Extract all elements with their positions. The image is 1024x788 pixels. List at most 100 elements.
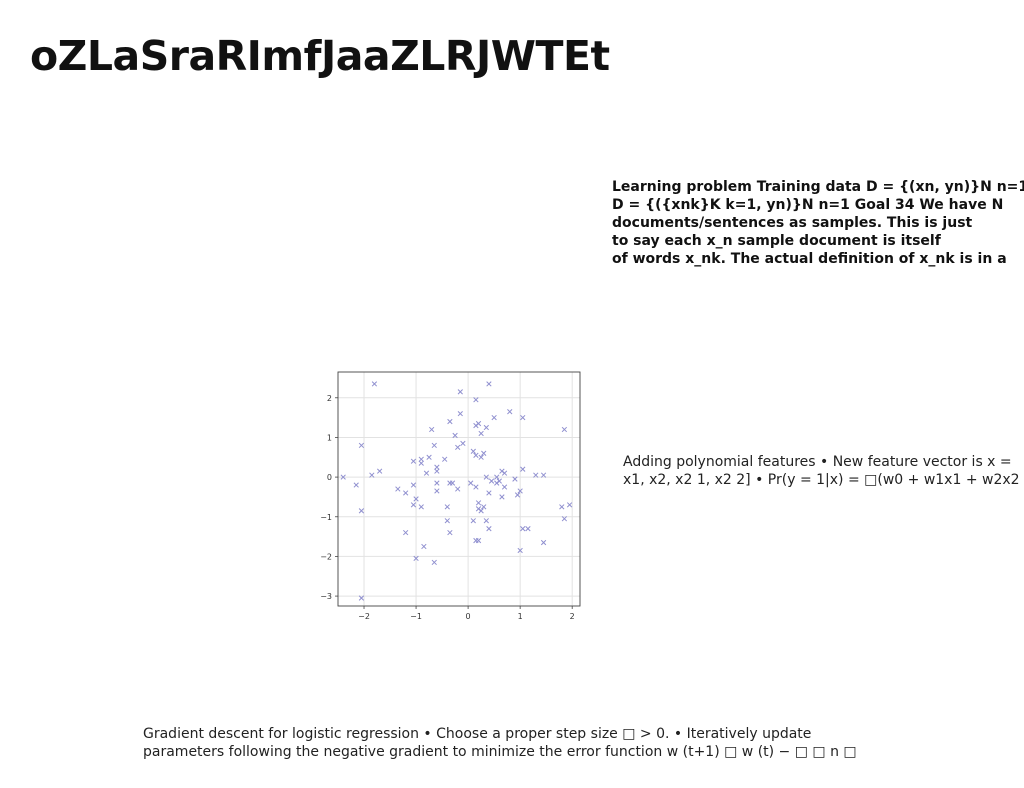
data-point xyxy=(540,472,547,478)
data-point xyxy=(457,389,463,395)
data-point xyxy=(369,472,375,478)
data-point xyxy=(444,518,450,524)
data-point xyxy=(473,484,479,490)
data-point xyxy=(559,504,565,510)
text-line: of words x_nk. The actual definition of … xyxy=(612,251,1007,267)
data-point xyxy=(494,474,500,480)
text-line: Learning problem Training data D = {(xn,… xyxy=(612,179,1024,195)
data-point xyxy=(470,448,476,454)
data-point xyxy=(423,470,430,476)
plot-frame xyxy=(337,371,581,607)
data-point xyxy=(481,504,487,510)
data-point xyxy=(540,539,547,546)
data-point xyxy=(561,426,568,433)
x-tick-label: 2 xyxy=(570,612,575,621)
data-point xyxy=(434,480,440,486)
data-point xyxy=(520,466,526,472)
y-tick-label: 2 xyxy=(327,394,332,403)
data-point xyxy=(507,409,513,415)
data-point xyxy=(473,397,479,403)
data-point xyxy=(478,508,484,514)
data-point xyxy=(475,420,482,427)
data-point xyxy=(447,418,453,425)
data-point xyxy=(478,454,484,460)
gradient-descent-text: Gradient descent for logistic regression… xyxy=(143,725,923,761)
scatter-plot-svg: −2 −1 0 1 2 2 1 0 −1 −2 −3 xyxy=(320,371,581,621)
data-point xyxy=(434,468,440,474)
data-point xyxy=(501,470,508,476)
y-tick-label: 0 xyxy=(327,473,332,482)
data-point xyxy=(483,518,489,524)
data-point xyxy=(455,486,461,492)
x-tick-label: −2 xyxy=(358,612,370,621)
data-point xyxy=(470,518,476,524)
y-tick-label: −3 xyxy=(320,592,332,601)
data-point xyxy=(434,464,440,470)
data-point xyxy=(501,484,508,490)
data-point xyxy=(457,410,463,417)
data-point xyxy=(533,472,539,478)
learning-problem-text: Learning problem Training data D = {(xn,… xyxy=(612,178,1024,268)
data-point xyxy=(460,440,466,447)
data-point xyxy=(486,526,492,532)
data-point xyxy=(358,508,365,514)
data-point xyxy=(566,502,573,508)
data-point xyxy=(418,456,424,462)
text-line: Adding polynomial features • New feature… xyxy=(623,454,1012,470)
data-point xyxy=(421,543,427,550)
data-point xyxy=(496,478,502,484)
text-line: documents/sentences as samples. This is … xyxy=(612,215,973,231)
data-point xyxy=(512,476,518,482)
y-tick-label: −2 xyxy=(320,552,332,561)
scatter-plot: −2 −1 0 1 2 2 1 0 −1 −2 −3 xyxy=(310,362,590,624)
data-point xyxy=(491,414,497,421)
data-point xyxy=(429,426,435,433)
text-line: x1, x2, x2 1, x2 2] • Pr(y = 1|x) = □(w0… xyxy=(623,472,1024,488)
data-point xyxy=(444,504,450,510)
data-point xyxy=(499,494,505,500)
data-point xyxy=(403,490,409,496)
data-point xyxy=(418,460,424,466)
polynomial-features-text: Adding polynomial features • New feature… xyxy=(623,453,1024,489)
x-tick-label: 0 xyxy=(466,612,471,621)
data-point xyxy=(410,482,417,488)
y-tick-label: 1 xyxy=(327,433,332,442)
x-tick-label: 1 xyxy=(518,612,523,621)
data-point xyxy=(483,474,489,480)
data-point xyxy=(431,559,437,566)
data-point xyxy=(403,529,409,536)
data-point xyxy=(434,488,440,494)
text-line: parameters following the negative gradie… xyxy=(143,744,857,760)
data-point xyxy=(413,496,419,502)
data-point xyxy=(426,454,432,460)
text-line: D = {({xnk}K k=1, yn)}N n=1 Goal 34 We h… xyxy=(612,197,1004,213)
data-point xyxy=(376,468,383,474)
data-point xyxy=(473,452,479,458)
data-point xyxy=(520,414,526,421)
data-point xyxy=(561,516,568,522)
data-point xyxy=(475,500,482,506)
y-tick-label: −1 xyxy=(320,513,332,522)
data-point xyxy=(468,480,474,486)
data-point xyxy=(358,442,365,449)
data-point xyxy=(517,488,523,494)
data-point xyxy=(410,502,417,508)
data-point xyxy=(486,381,492,387)
data-point xyxy=(488,478,495,484)
data-point xyxy=(340,474,346,480)
data-point xyxy=(442,456,448,462)
text-line: Gradient descent for logistic regression… xyxy=(143,726,812,742)
data-point xyxy=(514,492,521,498)
data-point xyxy=(478,430,484,437)
text-line: to say each x_n sample document is itsel… xyxy=(612,233,941,249)
x-tick-label: −1 xyxy=(410,612,422,621)
data-point xyxy=(371,381,378,387)
data-point xyxy=(475,537,482,544)
data-point xyxy=(413,555,419,562)
data-point xyxy=(452,432,458,439)
data-point xyxy=(418,504,424,510)
data-point xyxy=(486,490,492,496)
data-point xyxy=(517,547,523,554)
data-point xyxy=(353,482,359,488)
slide-title: oZLaSraRImfJaaZLRJWTEt xyxy=(30,32,610,80)
